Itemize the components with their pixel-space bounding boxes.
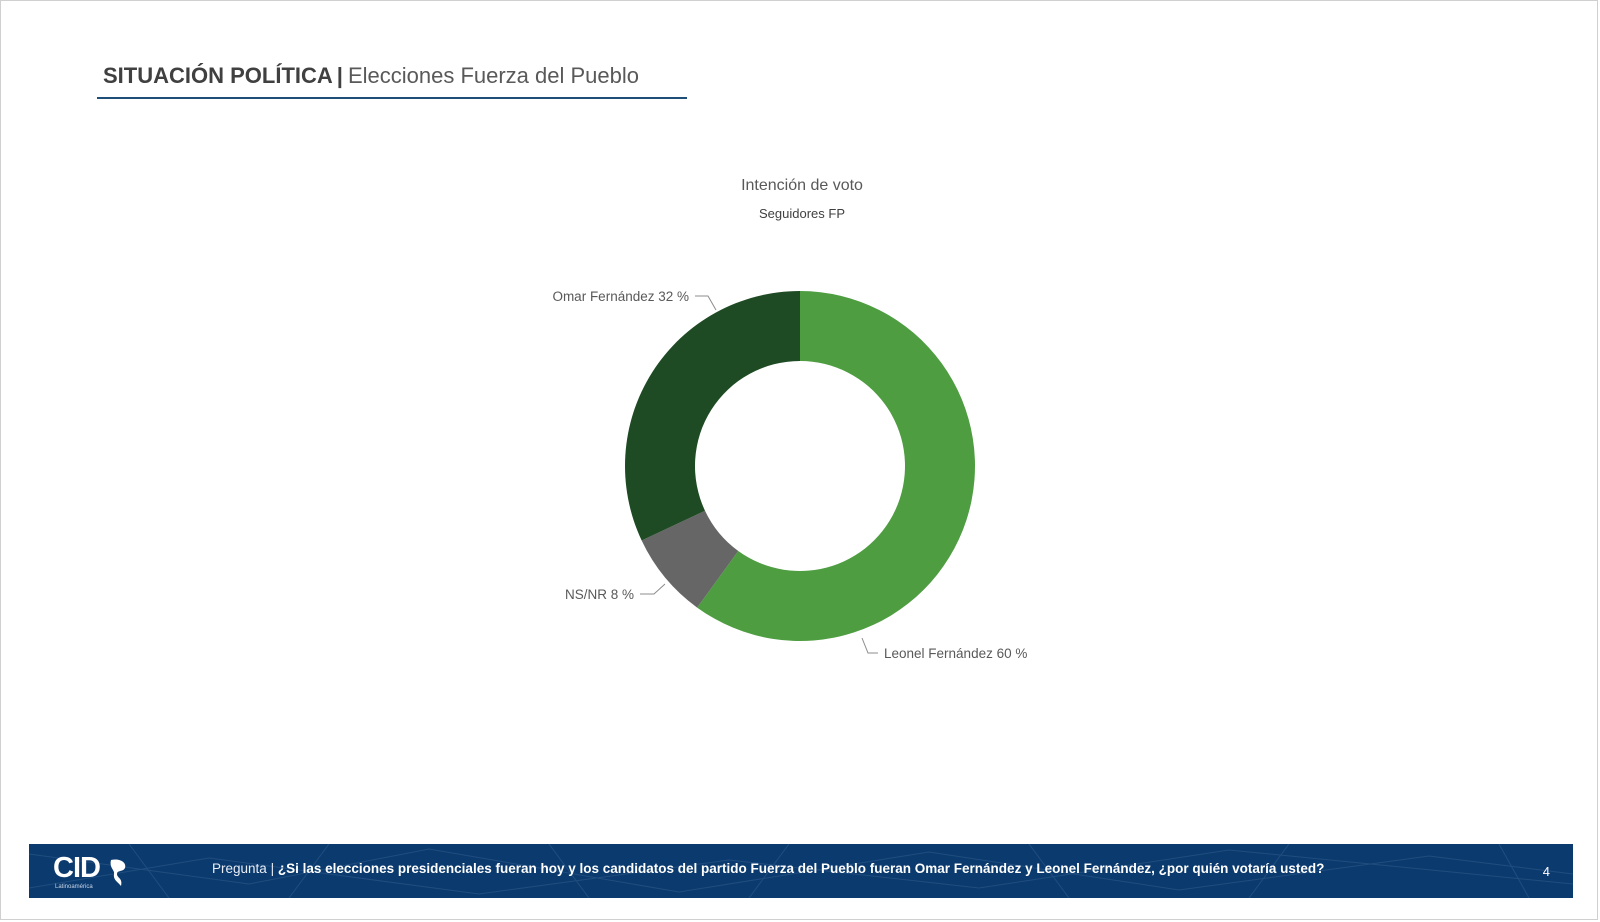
logo-subtitle: Latinoamérica bbox=[55, 884, 93, 890]
page-number: 4 bbox=[1542, 864, 1550, 879]
donut-slice-omar-fern-ndez bbox=[625, 291, 800, 541]
data-label: NS/NR 8 % bbox=[565, 587, 634, 602]
logo-text: CID bbox=[53, 852, 101, 884]
globe-icon bbox=[110, 859, 126, 886]
leader-line bbox=[640, 583, 666, 595]
header-separator: | bbox=[336, 63, 343, 88]
question-label: Pregunta bbox=[212, 861, 267, 876]
header-title-light: Elecciones Fuerza del Pueblo bbox=[347, 63, 639, 88]
leader-line bbox=[861, 637, 878, 654]
donut-slice-ns-nr bbox=[641, 510, 739, 608]
data-label: Omar Fernández 32 % bbox=[552, 289, 689, 304]
question-text: ¿Si las elecciones presidenciales fueran… bbox=[277, 861, 1325, 876]
data-label: Leonel Fernández 60 % bbox=[884, 646, 1027, 661]
header-title-bold: SITUACIÓN POLÍTICA bbox=[103, 63, 333, 88]
question-separator: | bbox=[270, 861, 275, 876]
cid-logo: CID Latinoamérica bbox=[53, 852, 163, 892]
footer-bar: CID Latinoamérica Pregunta | ¿Si las ele… bbox=[29, 844, 1573, 898]
survey-question: Pregunta | ¿Si las elecciones presidenci… bbox=[212, 861, 1422, 876]
leader-line bbox=[695, 295, 717, 311]
map-pattern bbox=[29, 844, 1573, 898]
chart-title: Intención de voto bbox=[741, 177, 863, 194]
donut-slice-leonel-fern-ndez bbox=[697, 291, 976, 641]
chart-subtitle: Seguidores FP bbox=[759, 206, 845, 221]
slide-header: SITUACIÓN POLÍTICA | Elecciones Fuerza del… bbox=[97, 63, 687, 99]
